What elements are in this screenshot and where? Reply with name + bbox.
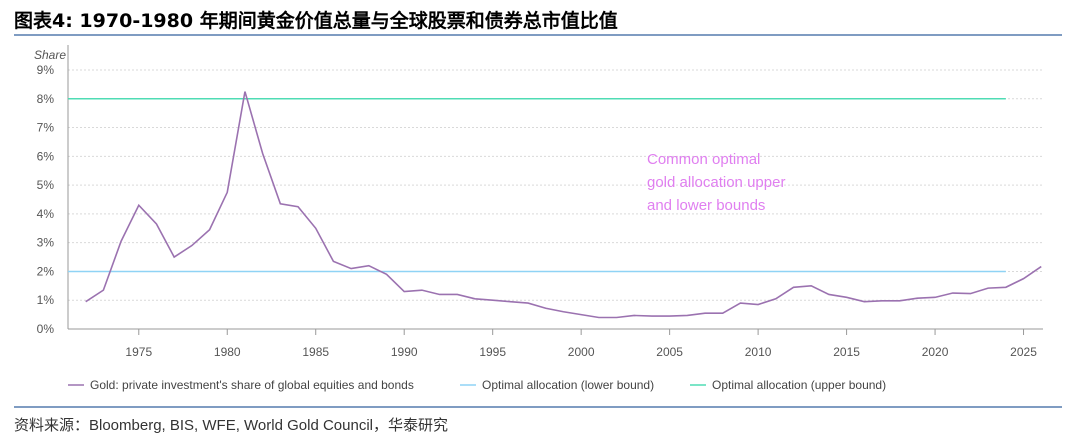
series-line-0 (85, 91, 1042, 319)
figure-title: 图表4: 1970-1980 年期间黄金价值总量与全球股票和债券总市值比值 (14, 10, 618, 32)
y-tick-label: 0% (37, 322, 55, 336)
x-tick-label: 2005 (656, 345, 683, 359)
top-divider (14, 34, 1062, 36)
source-note: 资料来源：Bloomberg, BIS, WFE, World Gold Cou… (14, 417, 448, 434)
legend-label: Optimal allocation (lower bound) (482, 378, 654, 392)
x-tick-label: 1985 (302, 345, 329, 359)
y-tick-label: 9% (37, 63, 55, 77)
y-tick-label: 4% (37, 207, 55, 221)
annotation-text: and lower bounds (647, 197, 765, 214)
annotation-text: gold allocation upper (647, 174, 785, 191)
x-tick-label: 1980 (214, 345, 241, 359)
chart: 0% 1% 2% 3% 4% 5% 6% 7% 8% 9%Share 1975 1980 1985 199… (34, 45, 1043, 392)
x-tick-label: 2000 (568, 345, 595, 359)
y-tick-label: 7% (37, 121, 55, 135)
x-tick-label: 2025 (1010, 345, 1037, 359)
x-tick-label: 2020 (922, 345, 949, 359)
legend-label: Optimal allocation (upper bound) (712, 378, 886, 392)
y-tick-label: 6% (37, 149, 55, 163)
x-tick-label: 2010 (745, 345, 772, 359)
x-tick-label: 1975 (125, 345, 152, 359)
y-tick-label: 5% (37, 178, 55, 192)
bottom-divider (14, 406, 1062, 408)
legend-label: Gold: private investment's share of glob… (90, 378, 414, 392)
y-axis-label: Share (34, 48, 66, 62)
x-tick-label: 1990 (391, 345, 418, 359)
x-tick-label: 2015 (833, 345, 860, 359)
y-tick-label: 8% (37, 92, 55, 106)
annotation-text: Common optimal (647, 151, 760, 168)
y-tick-label: 1% (37, 293, 55, 307)
y-tick-label: 2% (37, 264, 55, 278)
y-tick-label: 3% (37, 236, 55, 250)
x-tick-label: 1995 (479, 345, 506, 359)
